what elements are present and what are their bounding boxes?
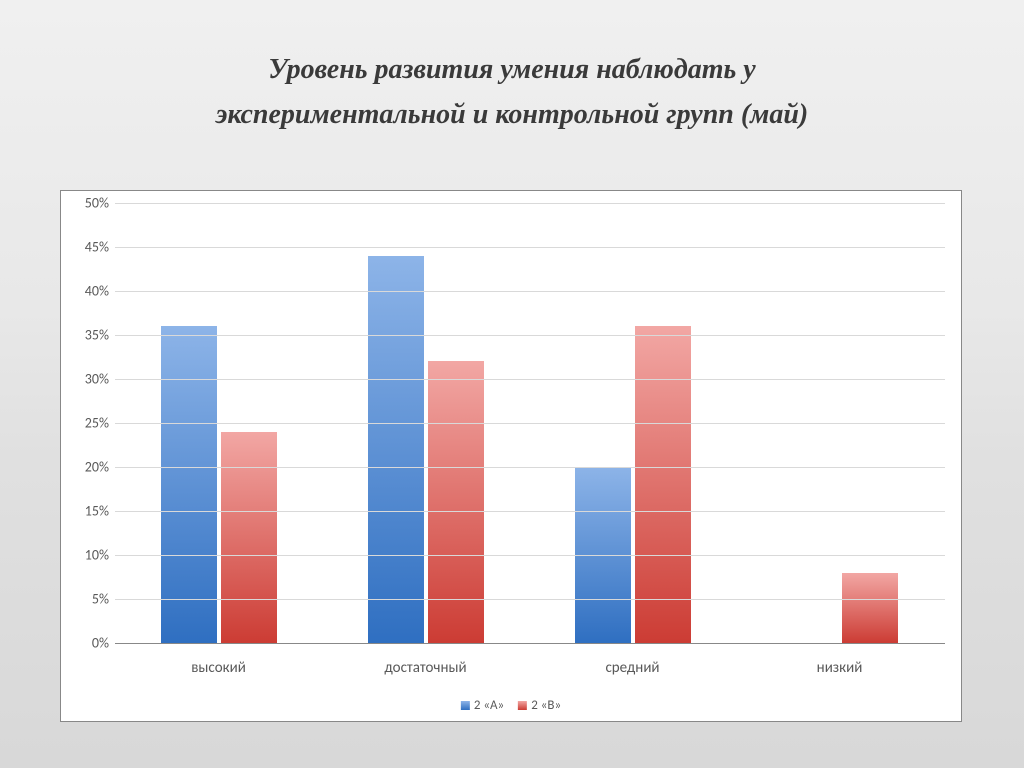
gridline (115, 423, 945, 424)
gridline (115, 335, 945, 336)
gridline (115, 511, 945, 512)
gridline (115, 643, 945, 644)
y-tick-label: 45% (85, 239, 115, 256)
y-tick-label: 10% (85, 547, 115, 564)
y-tick-label: 35% (85, 327, 115, 344)
bar (161, 326, 217, 643)
category-label: достаточный (384, 659, 466, 677)
category-label: высокий (191, 659, 246, 677)
legend-swatch (518, 701, 527, 710)
chart-title: Уровень развития умения наблюдать у эксп… (60, 48, 964, 138)
legend-label: 2 «В» (531, 698, 561, 713)
title-line-1: Уровень развития умения наблюдать у (268, 54, 755, 85)
gridline (115, 203, 945, 204)
y-tick-label: 15% (85, 503, 115, 520)
y-tick-label: 30% (85, 371, 115, 388)
category-label: средний (605, 659, 659, 677)
bar (428, 361, 484, 643)
legend-label: 2 «А» (474, 698, 504, 713)
y-tick-label: 40% (85, 283, 115, 300)
legend-item: 2 «В» (518, 698, 561, 713)
gridline (115, 467, 945, 468)
legend-item: 2 «А» (461, 698, 504, 713)
gridline (115, 379, 945, 380)
plot-area: 0%5%10%15%20%25%30%35%40%45%50%высокийдо… (115, 203, 945, 643)
bar (635, 326, 691, 643)
y-tick-label: 25% (85, 415, 115, 432)
gridline (115, 555, 945, 556)
bar (842, 573, 898, 643)
y-tick-label: 20% (85, 459, 115, 476)
y-tick-label: 5% (92, 591, 115, 608)
y-tick-label: 50% (85, 195, 115, 212)
legend: 2 «А» 2 «В» (461, 698, 561, 713)
gridline (115, 247, 945, 248)
gridline (115, 291, 945, 292)
y-tick-label: 0% (92, 635, 115, 652)
title-line-2: экспериментальной и контрольной групп (м… (216, 99, 809, 130)
bar (221, 432, 277, 643)
legend-swatch (461, 701, 470, 710)
chart-container: 0% 5% 10% 15% 20% 25% 30% 35% 40% 45% 50% высокий до… (60, 190, 962, 722)
gridline (115, 599, 945, 600)
bar (368, 256, 424, 643)
category-label: низкий (817, 659, 863, 677)
slide: Уровень развития умения наблюдать у эксп… (0, 0, 1024, 768)
